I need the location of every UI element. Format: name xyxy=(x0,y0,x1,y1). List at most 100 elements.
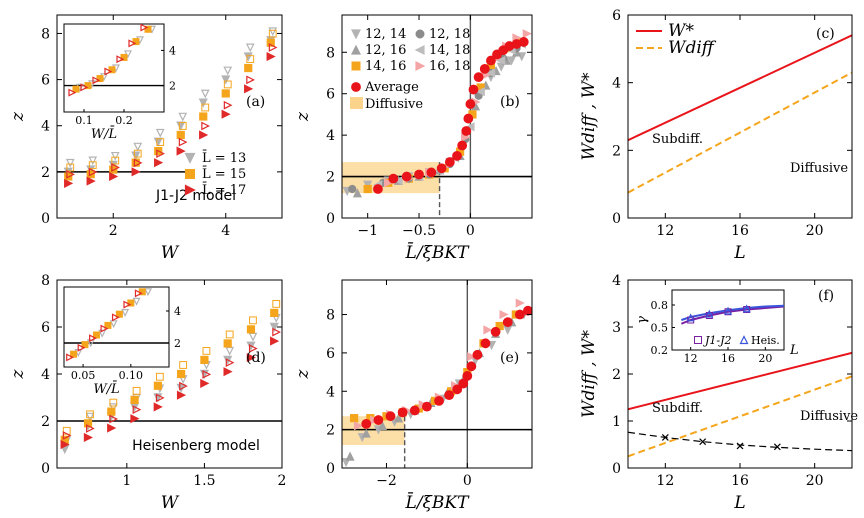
data-point xyxy=(458,378,469,389)
plot-area xyxy=(628,34,852,194)
data-point xyxy=(130,414,140,424)
inset-point xyxy=(120,53,128,61)
y-axis-label: Wdiff , W* xyxy=(579,329,599,418)
data-point xyxy=(107,423,117,433)
data-point xyxy=(467,352,477,362)
data-point xyxy=(518,37,529,47)
inset-plot xyxy=(680,304,784,325)
data-point xyxy=(394,413,404,423)
inset-y-tick-label: 4 xyxy=(174,305,181,318)
y-tick-label: 4 xyxy=(41,367,50,383)
data-point xyxy=(88,156,98,166)
data-point xyxy=(176,390,187,400)
data-point xyxy=(108,403,118,413)
cross-stroke xyxy=(661,434,669,441)
y-axis-label: Wdiff , W* xyxy=(579,72,599,161)
data-point xyxy=(221,109,231,119)
data-point xyxy=(434,395,444,406)
data-point xyxy=(466,361,477,372)
data-point xyxy=(131,167,141,177)
y-axis-label: z xyxy=(8,111,28,122)
legend-marker xyxy=(414,45,425,55)
region-annotation: Subdiff. xyxy=(652,132,703,147)
data-point xyxy=(522,29,532,39)
data-point xyxy=(401,171,412,182)
data-point xyxy=(131,158,140,167)
data-point xyxy=(176,130,185,140)
data-point xyxy=(473,72,484,83)
data-point xyxy=(199,130,209,140)
data-point xyxy=(225,330,234,339)
legend-marker xyxy=(415,29,425,39)
model-note: J1-J2 model xyxy=(155,188,236,204)
inset-y-tick-label: 0.8 xyxy=(651,299,669,312)
data-point xyxy=(421,401,432,412)
data-point xyxy=(485,68,496,78)
inset-y-label: γ xyxy=(635,316,650,324)
panel-label: (f) xyxy=(818,288,834,304)
legend-entry: L̄ = 17 xyxy=(202,182,247,198)
data-point xyxy=(361,418,372,429)
data-point xyxy=(177,369,186,379)
x-axis-label: L xyxy=(733,493,745,513)
data-point xyxy=(361,428,371,438)
data-point xyxy=(461,126,472,136)
data-point xyxy=(201,121,210,131)
data-point xyxy=(468,84,479,95)
legend-entry: 16, 18 xyxy=(429,59,470,74)
x-axis-label: L̄/ξBKT xyxy=(405,491,471,513)
inset-point xyxy=(705,309,714,318)
y-tick-label: 3 xyxy=(612,320,621,336)
inset-frame xyxy=(63,286,170,368)
data-point xyxy=(483,325,493,335)
panel-d: 1 1.5 2 0 2 4 6 8 Wz (d) Heisenberg model 0.05 0.10 2… xyxy=(8,273,286,513)
data-point xyxy=(465,99,476,109)
data-point xyxy=(132,405,142,415)
inset-point xyxy=(77,343,86,352)
data-point xyxy=(249,316,257,325)
legend-entry: Diffusive xyxy=(365,97,423,112)
inset-point xyxy=(121,309,130,317)
x-tick-label: 2 xyxy=(278,473,287,489)
data-point xyxy=(409,405,420,416)
data-point xyxy=(246,55,255,63)
data-point xyxy=(62,431,72,440)
data-point xyxy=(109,414,119,424)
y-tick-label: 8 xyxy=(41,273,50,289)
data-point xyxy=(444,157,455,167)
region-annotation: Diffusive xyxy=(790,161,848,176)
inset-x-tick-label: 0.1 xyxy=(75,114,93,127)
legend-entry: L̄ = 13 xyxy=(202,150,247,166)
data-point xyxy=(223,367,233,377)
inset-point xyxy=(108,66,116,74)
plot-area xyxy=(342,280,532,468)
data-point xyxy=(88,161,97,170)
data-point xyxy=(156,138,165,147)
inset-point xyxy=(111,313,120,322)
series-line-wdiff xyxy=(628,375,852,458)
inset-x-tick-label: 0.05 xyxy=(71,369,96,382)
y-tick-label: 6 xyxy=(41,320,50,336)
data-point xyxy=(268,43,278,52)
data-point xyxy=(502,317,513,328)
inset-point xyxy=(686,313,695,322)
y-tick-label: 2 xyxy=(41,165,50,181)
inset: 0.05 0.10 2 4 W/L̄ xyxy=(63,286,181,397)
legend-entry: 12, 18 xyxy=(429,27,470,42)
y-tick-label: 2 xyxy=(326,423,335,439)
legend-band-swatch xyxy=(350,97,363,109)
data-point xyxy=(480,338,491,349)
y-axis-label: z xyxy=(293,111,313,122)
data-point xyxy=(133,158,143,168)
data-point xyxy=(499,309,509,320)
legend-marker xyxy=(184,184,196,196)
data-point xyxy=(133,149,142,158)
y-tick-label: 6 xyxy=(41,73,50,89)
region-annotation: Diffusive xyxy=(800,409,858,424)
cross-stroke xyxy=(699,438,707,446)
data-point xyxy=(223,339,232,348)
cross-marker xyxy=(773,443,781,451)
data-point xyxy=(132,386,141,395)
